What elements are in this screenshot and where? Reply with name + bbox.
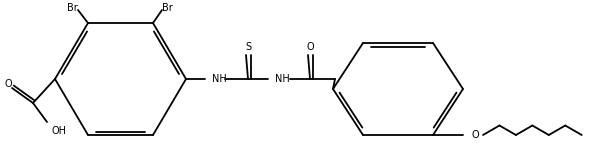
Text: O: O xyxy=(4,79,12,89)
Text: NH: NH xyxy=(275,74,290,84)
Text: O: O xyxy=(471,130,479,140)
Text: Br: Br xyxy=(161,3,172,13)
Text: NH: NH xyxy=(212,74,227,84)
Text: OH: OH xyxy=(52,126,67,136)
Text: O: O xyxy=(306,42,314,52)
Text: S: S xyxy=(245,42,251,52)
Text: Br: Br xyxy=(67,3,77,13)
